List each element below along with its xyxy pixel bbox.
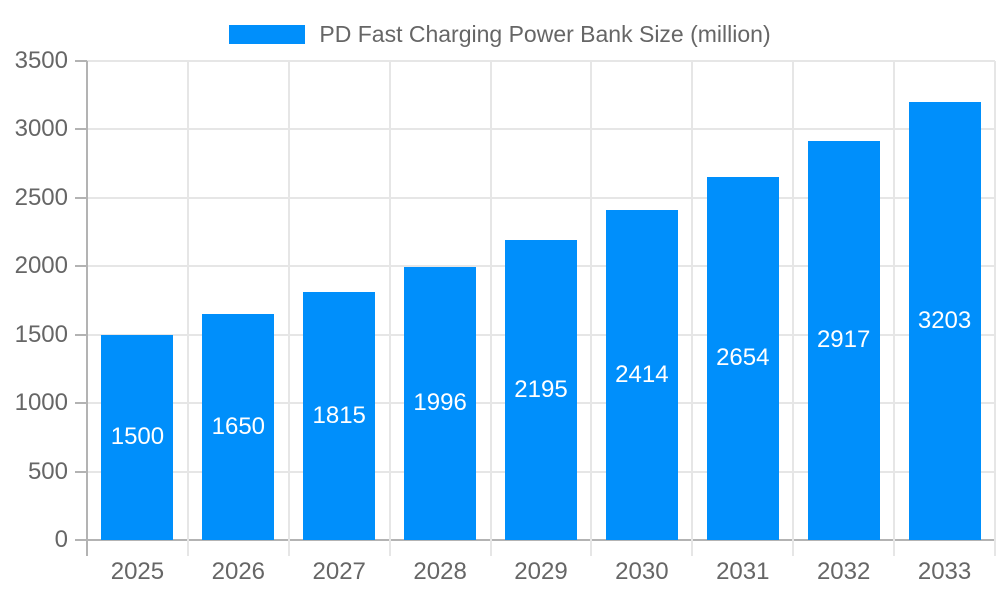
y-axis-tick [75, 539, 87, 541]
horizontal-gridline [87, 196, 995, 199]
bar-2031[interactable] [706, 176, 779, 540]
y-axis-tick [75, 265, 87, 268]
y-axis-tick-label: 1000 [14, 389, 68, 417]
legend-swatch [229, 24, 306, 44]
vertical-gridline [287, 61, 290, 540]
vertical-gridline [994, 61, 996, 540]
x-axis-tick-label: 2031 [716, 558, 770, 585]
x-axis-tick [893, 540, 896, 556]
vertical-gridline [186, 61, 189, 540]
x-axis-tick [86, 540, 88, 556]
bar-value-label: 1996 [413, 389, 467, 417]
vertical-gridline [893, 61, 896, 540]
bar-2032[interactable] [807, 140, 880, 540]
bar-2028[interactable] [404, 266, 477, 540]
y-axis-line [86, 61, 88, 540]
x-axis-tick-label: 2026 [211, 558, 266, 585]
y-axis-tick-label: 3000 [14, 115, 68, 143]
bar-value-label: 3203 [917, 306, 972, 334]
vertical-gridline [489, 61, 492, 540]
bar-2027[interactable] [303, 291, 376, 540]
vertical-gridline [792, 61, 795, 540]
vertical-gridline [691, 61, 694, 540]
bar-value-label: 2654 [716, 344, 770, 372]
legend-label: PD Fast Charging Power Bank Size (millio… [319, 21, 771, 47]
vertical-gridline [590, 61, 593, 540]
bar-value-label: 2195 [514, 375, 568, 403]
bar-2025[interactable] [101, 334, 174, 540]
y-axis-tick [75, 196, 87, 199]
bar-2026[interactable] [202, 314, 275, 540]
bar-value-label: 2414 [615, 360, 669, 388]
x-axis-tick-label: 2028 [413, 558, 467, 585]
horizontal-gridline [87, 128, 995, 131]
bar-value-label: 1650 [211, 413, 266, 441]
x-axis-tick [489, 540, 492, 556]
y-axis-tick-label: 2500 [14, 183, 68, 211]
bar-2033[interactable] [908, 101, 981, 540]
horizontal-gridline [87, 60, 995, 62]
bar-value-label: 2917 [816, 326, 871, 354]
y-axis-tick-label: 3500 [14, 47, 68, 74]
bar-2029[interactable] [505, 239, 577, 540]
x-axis-tick-label: 2030 [615, 558, 669, 585]
x-axis-tick [792, 540, 795, 556]
x-axis-tick-label: 2025 [110, 558, 165, 585]
y-axis-tick-label: 2000 [14, 252, 68, 280]
y-axis-tick [75, 60, 87, 62]
bar-value-label: 1500 [110, 423, 165, 451]
x-axis-tick-label: 2027 [312, 558, 366, 585]
x-axis-tick-label: 2032 [816, 558, 871, 585]
y-axis-tick [75, 128, 87, 131]
y-axis-tick-label: 1500 [14, 320, 68, 348]
vertical-gridline [388, 61, 391, 540]
x-axis-tick [287, 540, 290, 556]
y-axis-tick [75, 402, 87, 405]
x-axis-tick-label: 2029 [514, 558, 568, 585]
legend-item[interactable]: PD Fast Charging Power Bank Size (millio… [0, 22, 1000, 46]
x-axis-tick [994, 540, 996, 556]
bar-2030[interactable] [605, 209, 678, 540]
x-axis-tick [691, 540, 694, 556]
x-axis-tick [590, 540, 593, 556]
x-axis-line [87, 539, 995, 541]
y-axis-tick-label: 500 [27, 457, 68, 485]
y-axis-tick [75, 470, 87, 473]
x-axis-tick-label: 2033 [917, 558, 972, 585]
x-axis-tick [388, 540, 391, 556]
bar-value-label: 1815 [312, 401, 366, 429]
y-axis-tick [75, 333, 87, 336]
y-axis-tick-label: 0 [54, 526, 68, 553]
x-axis-tick [186, 540, 189, 556]
